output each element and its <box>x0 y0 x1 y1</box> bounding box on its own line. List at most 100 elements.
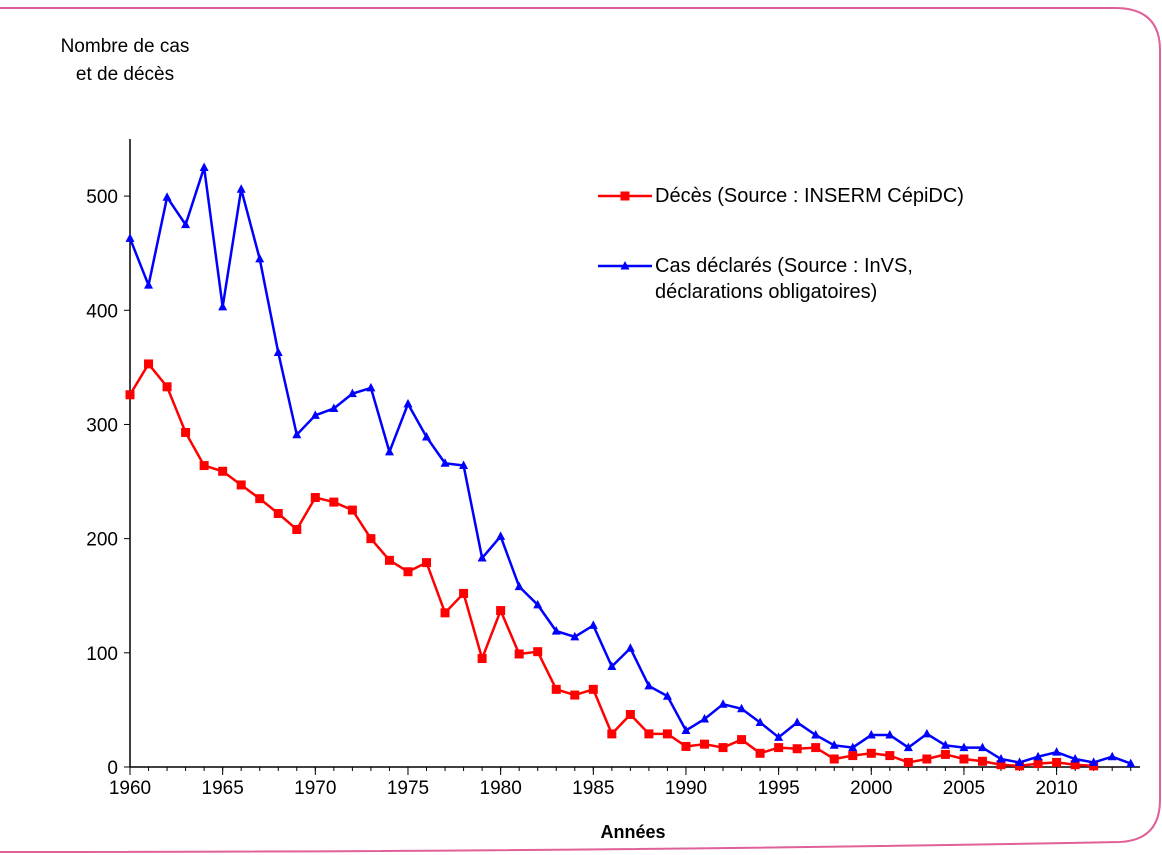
y-label: et de décès <box>76 64 174 85</box>
point <box>1033 759 1043 769</box>
y-tick-label: 400 <box>86 301 118 322</box>
x-tick-label: 1980 <box>480 778 522 799</box>
y-tick-label: 100 <box>86 644 118 665</box>
point <box>1126 758 1136 768</box>
point <box>959 754 969 764</box>
point <box>662 729 672 739</box>
point <box>903 742 913 752</box>
point <box>422 432 432 441</box>
point <box>996 754 1006 763</box>
point <box>811 743 821 753</box>
point <box>644 729 654 739</box>
point <box>273 509 283 519</box>
point <box>699 739 709 749</box>
point <box>977 756 987 766</box>
point <box>181 427 191 437</box>
point <box>162 382 172 392</box>
point <box>1070 760 1080 770</box>
point <box>959 742 969 752</box>
point <box>996 760 1006 770</box>
x-tick-label: 1990 <box>665 778 707 799</box>
point <box>496 606 506 616</box>
point <box>607 729 617 739</box>
point <box>1070 754 1080 763</box>
point <box>1089 757 1099 766</box>
point <box>570 631 580 641</box>
point <box>644 680 654 690</box>
y-tick-label: 300 <box>86 415 118 436</box>
x-tick-label: 1995 <box>757 778 799 799</box>
legend-label: Cas déclarés (Source : InVS, déclaration… <box>655 255 913 303</box>
point <box>922 754 932 764</box>
point <box>848 742 858 752</box>
x-tick-label: 1975 <box>387 778 429 799</box>
point <box>922 728 932 738</box>
legend-marker <box>620 191 630 201</box>
point <box>1107 751 1117 761</box>
point <box>662 691 672 700</box>
point <box>162 192 172 201</box>
point <box>718 743 728 753</box>
point <box>903 757 913 767</box>
point <box>885 751 895 761</box>
point <box>403 567 413 577</box>
point <box>125 233 135 242</box>
line <box>128 361 1094 768</box>
point <box>866 730 876 739</box>
point <box>570 690 580 700</box>
point <box>199 461 209 471</box>
point <box>588 684 598 694</box>
point <box>347 388 357 398</box>
y-label: Nombre de cas <box>61 36 190 57</box>
point <box>1033 751 1043 761</box>
point <box>1052 747 1062 756</box>
point <box>866 748 876 758</box>
point <box>125 390 135 400</box>
point <box>273 347 283 357</box>
point <box>440 608 450 618</box>
point <box>144 359 154 369</box>
point <box>792 717 802 726</box>
point <box>607 661 617 671</box>
point <box>477 553 487 562</box>
point <box>681 725 691 734</box>
point <box>514 581 524 591</box>
point <box>699 714 709 723</box>
point <box>422 558 432 568</box>
point <box>533 599 543 609</box>
point <box>496 531 506 540</box>
point <box>218 466 228 476</box>
point <box>199 162 209 172</box>
point <box>329 403 339 412</box>
point <box>310 493 320 503</box>
point <box>477 654 487 664</box>
point <box>459 588 469 598</box>
x-tick-label: 1960 <box>109 778 151 799</box>
point <box>384 555 394 565</box>
point <box>440 458 450 467</box>
point <box>218 301 228 311</box>
point <box>1052 757 1062 767</box>
point <box>329 497 339 507</box>
point <box>681 741 691 751</box>
point <box>940 749 950 759</box>
point <box>718 699 728 708</box>
point <box>236 480 246 490</box>
point <box>588 620 598 629</box>
point <box>625 643 635 652</box>
point <box>977 742 987 752</box>
point <box>366 534 376 544</box>
point <box>459 460 469 470</box>
x-tick-label: 2010 <box>1035 778 1077 799</box>
y-tick-label: 0 <box>107 758 118 779</box>
point <box>403 398 413 408</box>
point <box>1015 757 1025 766</box>
point <box>181 219 191 229</box>
point <box>384 446 394 456</box>
point <box>940 740 950 749</box>
y-tick-label: 200 <box>86 530 118 551</box>
point <box>236 184 246 193</box>
point <box>255 253 265 263</box>
